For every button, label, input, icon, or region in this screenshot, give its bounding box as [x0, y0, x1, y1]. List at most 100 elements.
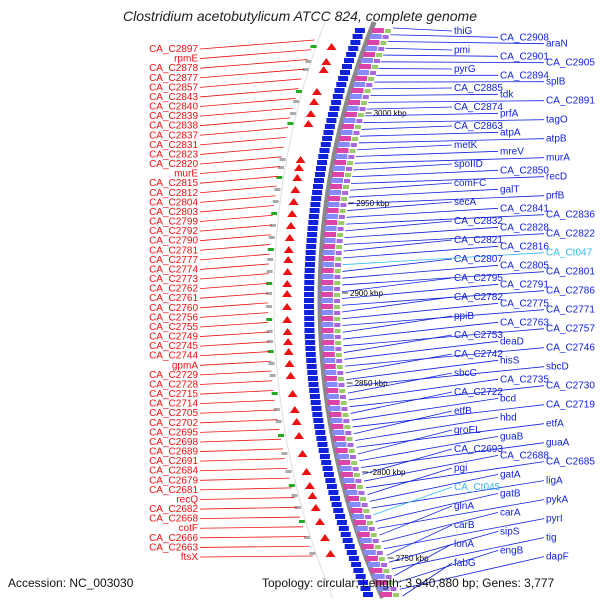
gene-label: CA_C2782	[454, 292, 503, 303]
feature-block	[369, 34, 382, 39]
gene-label: tig	[546, 533, 557, 544]
feature-block	[372, 65, 378, 69]
gene-tick	[266, 305, 273, 308]
feature-block	[378, 47, 385, 51]
gene-tick	[278, 166, 285, 169]
label-connector	[375, 492, 499, 523]
feature-block	[352, 467, 359, 471]
forward-gene-block	[312, 190, 323, 195]
gene-label: galT	[500, 184, 519, 195]
label-connector	[381, 511, 499, 543]
label-connector	[345, 214, 545, 225]
label-connector	[199, 331, 269, 337]
feature-block	[365, 46, 378, 51]
forward-gene-block	[336, 82, 347, 87]
label-connector	[199, 185, 277, 194]
gene-label: CA_C2688	[500, 450, 549, 461]
feature-block	[326, 208, 339, 213]
gene-label: ligA	[546, 476, 563, 487]
feature-block	[337, 371, 344, 375]
feature-block	[334, 299, 340, 303]
feature-block	[343, 118, 356, 123]
feature-block	[324, 370, 337, 375]
label-connector	[199, 234, 271, 242]
gene-label: CA_C2728	[149, 379, 198, 390]
label-connector	[199, 526, 304, 529]
feature-block	[344, 425, 351, 429]
forward-gene-block	[338, 76, 349, 81]
feature-block	[370, 71, 376, 75]
reverse-gene-arrow	[325, 550, 336, 557]
forward-gene-block	[314, 178, 324, 183]
gene-label: gatB	[500, 488, 521, 499]
forward-gene-block	[304, 268, 315, 273]
label-connector	[352, 169, 499, 178]
feature-block	[376, 53, 383, 57]
gene-label: cotF	[179, 523, 198, 534]
feature-block	[323, 238, 336, 243]
feature-block	[331, 178, 343, 183]
forward-gene-block	[305, 250, 316, 255]
reverse-gene-arrow	[291, 418, 302, 425]
gene-label: CA_C2836	[546, 210, 595, 221]
forward-gene-block	[322, 136, 333, 141]
ruler-tick-label: 2950 kbp	[356, 199, 389, 208]
gene-label: CA_C2878	[149, 63, 198, 74]
label-connector	[383, 54, 499, 57]
feature-block	[342, 478, 355, 483]
reverse-gene-arrow	[307, 492, 318, 499]
reverse-gene-arrow	[283, 246, 294, 253]
feature-block	[332, 172, 344, 177]
gene-tick	[267, 258, 274, 261]
forward-gene-block	[304, 322, 315, 327]
feature-block	[328, 196, 341, 201]
label-connector	[199, 88, 299, 98]
label-connector	[402, 562, 453, 597]
forward-gene-block	[304, 292, 314, 297]
feature-block	[321, 292, 333, 297]
gene-tick	[274, 188, 281, 191]
label-connector	[371, 480, 545, 509]
gene-tick	[272, 200, 279, 203]
forward-gene-block	[344, 58, 354, 63]
forward-gene-block	[338, 526, 349, 531]
forward-gene-block	[317, 160, 328, 165]
forward-gene-block	[331, 100, 342, 105]
feature-block	[335, 353, 342, 357]
label-connector	[199, 59, 308, 69]
feature-block	[365, 556, 378, 561]
forward-gene-block	[315, 430, 326, 435]
gene-label: CA_C2757	[546, 324, 595, 335]
feature-block	[359, 107, 366, 111]
feature-block	[342, 191, 349, 195]
gene-label: spoIID	[454, 159, 483, 170]
feature-block	[333, 436, 346, 441]
gene-label: CA_C2684	[149, 466, 198, 477]
feature-block	[346, 437, 353, 441]
feature-block	[378, 557, 385, 561]
gene-label: CA_C2891	[546, 96, 595, 107]
gene-label: CA_C2746	[546, 343, 595, 354]
feature-block	[326, 394, 339, 399]
forward-gene-block	[307, 376, 318, 381]
feature-block	[323, 358, 336, 363]
label-connector	[385, 47, 453, 51]
gene-label: tdk	[500, 89, 514, 100]
label-connector	[344, 233, 545, 245]
feature-block	[321, 334, 334, 339]
gene-label: metK	[454, 140, 478, 151]
gene-label: CA_C2689	[149, 447, 198, 458]
gene-label: comFC	[454, 178, 486, 189]
label-connector	[199, 117, 291, 127]
forward-gene-block	[353, 568, 364, 573]
label-connector	[351, 176, 545, 184]
forward-gene-block	[304, 280, 315, 285]
forward-gene-block	[360, 586, 371, 591]
gene-label: CA_C2698	[149, 437, 198, 448]
reverse-gene-arrow	[314, 518, 325, 525]
feature-block	[361, 58, 373, 63]
forward-gene-block	[318, 448, 329, 453]
gene-label: CA_C2763	[500, 317, 549, 328]
gene-label: CA_C2685	[546, 457, 595, 468]
